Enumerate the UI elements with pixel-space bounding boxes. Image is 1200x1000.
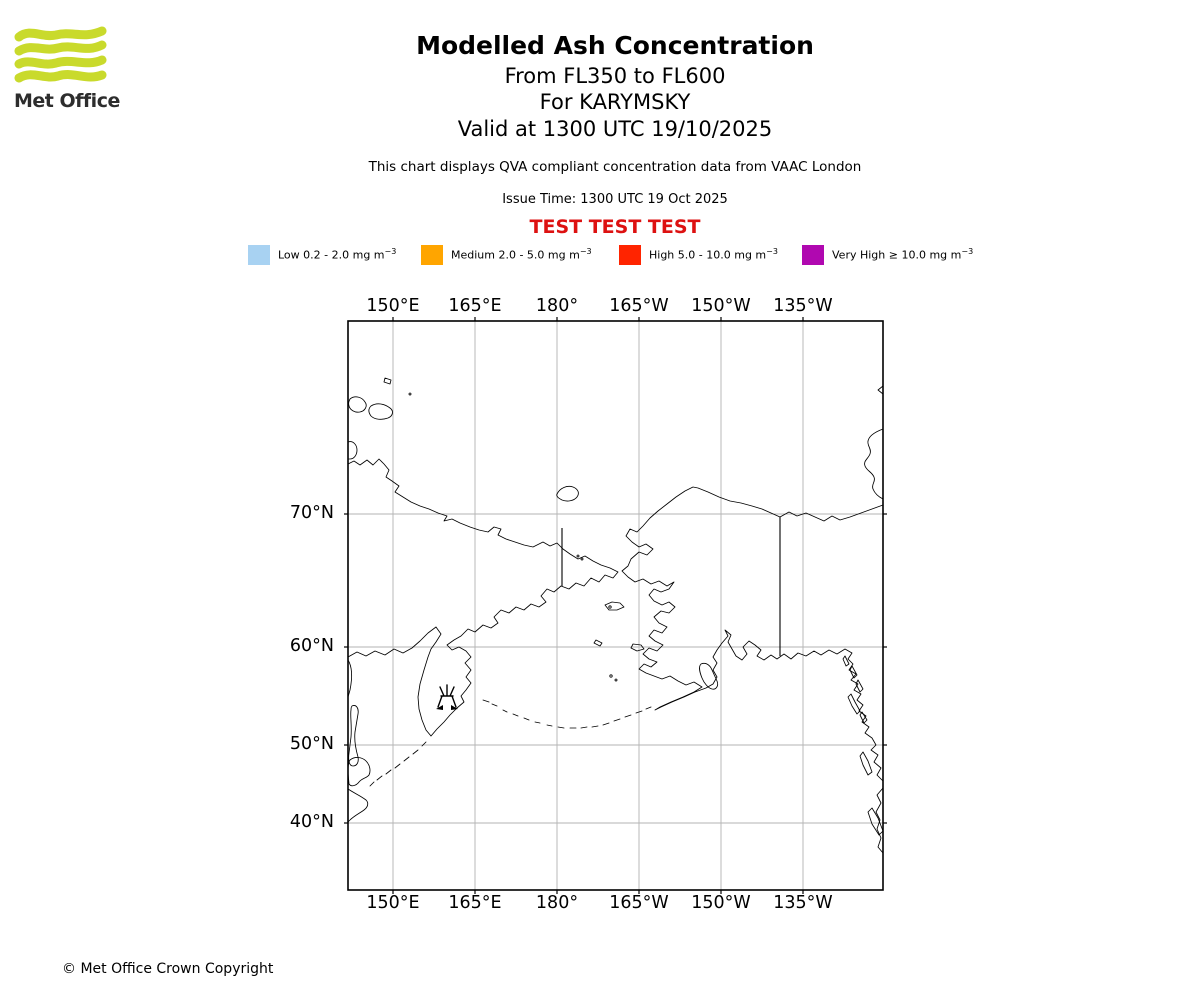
legend-item-medium: Medium 2.0 - 5.0 mg m−3 xyxy=(421,244,592,265)
islands-kuril xyxy=(369,741,427,787)
legend-label-medium: Medium 2.0 - 5.0 mg m−3 xyxy=(451,247,592,262)
lon-label-top-3: 165°W xyxy=(609,296,669,316)
lat-label-2: 50°N xyxy=(289,734,334,754)
island-pribilof-1 xyxy=(609,674,613,678)
island-diomede-2 xyxy=(580,557,584,561)
legend-label-very-high: Very High ≥ 10.0 mg m−3 xyxy=(832,247,974,262)
logo-waves-icon xyxy=(14,26,107,83)
island-panhandle-2 xyxy=(849,665,858,679)
grid-lines xyxy=(348,321,883,890)
legend-swatch-very-high xyxy=(802,244,824,265)
flight-level-subtitle: From FL350 to FL600 xyxy=(504,64,726,88)
borders xyxy=(561,517,781,656)
island-sakhalin xyxy=(348,705,359,767)
lon-label-bottom-4: 150°W xyxy=(691,893,751,913)
island-new-siberian-2 xyxy=(368,403,393,420)
island-panhandle-4 xyxy=(847,693,861,715)
island-diomede-1 xyxy=(576,554,580,558)
island-king xyxy=(608,605,612,609)
island-vancouver xyxy=(867,807,884,836)
islands-aleutian xyxy=(482,699,652,729)
lat-label-1: 60°N xyxy=(289,636,334,656)
island-nunivak xyxy=(630,643,645,652)
lon-label-bottom-3: 165°W xyxy=(609,893,669,913)
copyright-notice: © Met Office Crown Copyright xyxy=(62,961,274,977)
island-dot-1 xyxy=(408,392,412,396)
lon-label-top-2: 180° xyxy=(535,296,579,316)
lon-label-top-4: 150°W xyxy=(691,296,751,316)
lat-label-3: 40°N xyxy=(289,812,334,832)
coast-alaska xyxy=(621,486,884,782)
volcano-subtitle: For KARYMSKY xyxy=(539,90,691,114)
coast-honshu xyxy=(347,788,369,823)
coast-russia xyxy=(347,458,619,737)
legend-label-low: Low 0.2 - 2.0 mg m−3 xyxy=(278,247,397,262)
legend-swatch-low xyxy=(248,244,270,265)
chart-description: This chart displays QVA compliant concen… xyxy=(368,159,862,175)
island-st-matthew xyxy=(593,639,603,647)
island-haida-gwaii xyxy=(859,751,873,776)
island-arctic-notch xyxy=(877,385,884,395)
lon-label-top-5: 135°W xyxy=(773,296,833,316)
island-panhandle-3 xyxy=(855,679,864,693)
lon-label-top-0: 150°E xyxy=(366,296,420,316)
legend-item-high: High 5.0 - 10.0 mg m−3 xyxy=(619,244,778,265)
met-office-logo: Met Office xyxy=(14,26,134,112)
lon-label-bottom-0: 150°E xyxy=(366,893,420,913)
legend-label-high: High 5.0 - 10.0 mg m−3 xyxy=(649,247,778,262)
island-wrangel xyxy=(556,485,579,502)
lon-label-bottom-5: 135°W xyxy=(773,893,833,913)
legend-item-very-high: Very High ≥ 10.0 mg m−3 xyxy=(802,244,973,265)
lon-label-top-1: 165°E xyxy=(448,296,502,316)
logo-text: Met Office xyxy=(14,90,120,112)
island-pribilof-2 xyxy=(614,678,618,682)
lon-label-bottom-2: 180° xyxy=(535,893,579,913)
island-new-siberian-4 xyxy=(347,441,358,460)
coast-primorye xyxy=(347,659,353,698)
island-st-lawrence xyxy=(604,601,625,611)
legend-swatch-medium xyxy=(421,244,443,265)
map-frame xyxy=(347,320,884,891)
volcano-marker-icon xyxy=(436,684,458,710)
legend-swatch-high xyxy=(619,244,641,265)
lat-label-0: 70°N xyxy=(289,503,334,523)
coast-bc xyxy=(875,787,884,854)
coastlines xyxy=(347,377,884,854)
test-banner: TEST TEST TEST xyxy=(529,216,701,238)
lon-label-bottom-1: 165°E xyxy=(448,893,502,913)
island-banks xyxy=(864,428,884,500)
island-new-siberian-3 xyxy=(383,377,392,385)
issue-time: Issue Time: 1300 UTC 19 Oct 2025 xyxy=(502,192,728,207)
island-kodiak xyxy=(699,662,719,690)
legend-item-low: Low 0.2 - 2.0 mg m−3 xyxy=(248,244,396,265)
map-background xyxy=(348,321,883,890)
map-canvas xyxy=(344,317,887,894)
valid-time-subtitle: Valid at 1300 UTC 19/10/2025 xyxy=(457,117,773,141)
island-panhandle-5 xyxy=(859,711,868,724)
chart-title: Modelled Ash Concentration xyxy=(416,31,814,60)
island-panhandle-1 xyxy=(842,655,850,667)
